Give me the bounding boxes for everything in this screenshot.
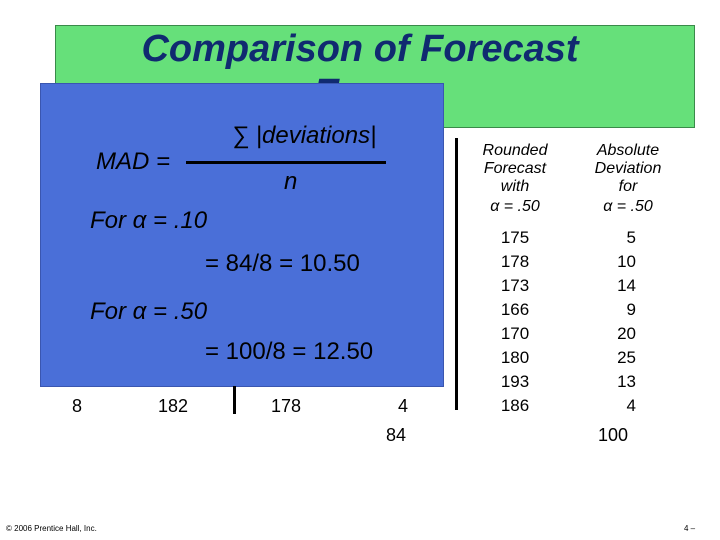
table-cell: 178 xyxy=(500,252,530,271)
formula-denominator: n xyxy=(284,168,298,195)
row-actual: 182 xyxy=(158,396,189,416)
column-divider xyxy=(455,138,458,410)
mad-overlay-panel xyxy=(41,84,443,386)
formula-numerator: ∑ |deviations| xyxy=(232,122,377,149)
table-cell: 180 xyxy=(500,348,530,367)
table-cell: 25 xyxy=(617,348,636,367)
alpha-010-label: For α = .10 xyxy=(90,207,208,234)
table-cell: 20 xyxy=(617,324,636,343)
table-cell: 4 xyxy=(626,396,636,415)
absolute-deviation-values: 5 10 14 9 20 25 13 4 xyxy=(596,226,636,418)
row-quarter: 8 xyxy=(72,396,83,416)
table-cell: 186 xyxy=(500,396,530,415)
mad-label: MAD = xyxy=(96,148,171,175)
row-deviation: 4 xyxy=(398,396,409,416)
rounded-forecast-values: 175 178 173 166 170 180 193 186 xyxy=(490,226,540,418)
total-deviation-050: 100 xyxy=(598,425,629,445)
table-cell: 14 xyxy=(617,276,636,295)
table-cell: 175 xyxy=(500,228,530,247)
rounded-forecast-header: Rounded Forecast with α = .50 xyxy=(482,142,548,215)
alpha-050-calculation: = 100/8 = 12.50 xyxy=(205,338,374,365)
fraction-bar xyxy=(186,161,386,164)
absolute-deviation-header: Absolute Deviation for α = .50 xyxy=(594,142,662,215)
table-cell: 10 xyxy=(617,252,636,271)
alpha-010-calculation: = 84/8 = 10.50 xyxy=(205,250,360,277)
table-cell: 9 xyxy=(626,300,636,319)
table-cell: 5 xyxy=(626,228,636,247)
row-forecast: 178 xyxy=(271,396,302,416)
table-cell: 193 xyxy=(500,372,530,391)
slide-title: Comparison of Forecast xyxy=(141,28,579,70)
total-deviation-010: 84 xyxy=(386,425,407,445)
table-cell: 173 xyxy=(500,276,530,295)
row-divider xyxy=(233,386,236,414)
table-cell: 166 xyxy=(500,300,530,319)
page-number: 4 – xyxy=(684,524,696,533)
table-cell: 170 xyxy=(500,324,530,343)
alpha-050-label: For α = .50 xyxy=(90,298,208,325)
copyright-footer: © 2006 Prentice Hall, Inc. xyxy=(6,524,97,533)
table-cell: 13 xyxy=(617,372,636,391)
